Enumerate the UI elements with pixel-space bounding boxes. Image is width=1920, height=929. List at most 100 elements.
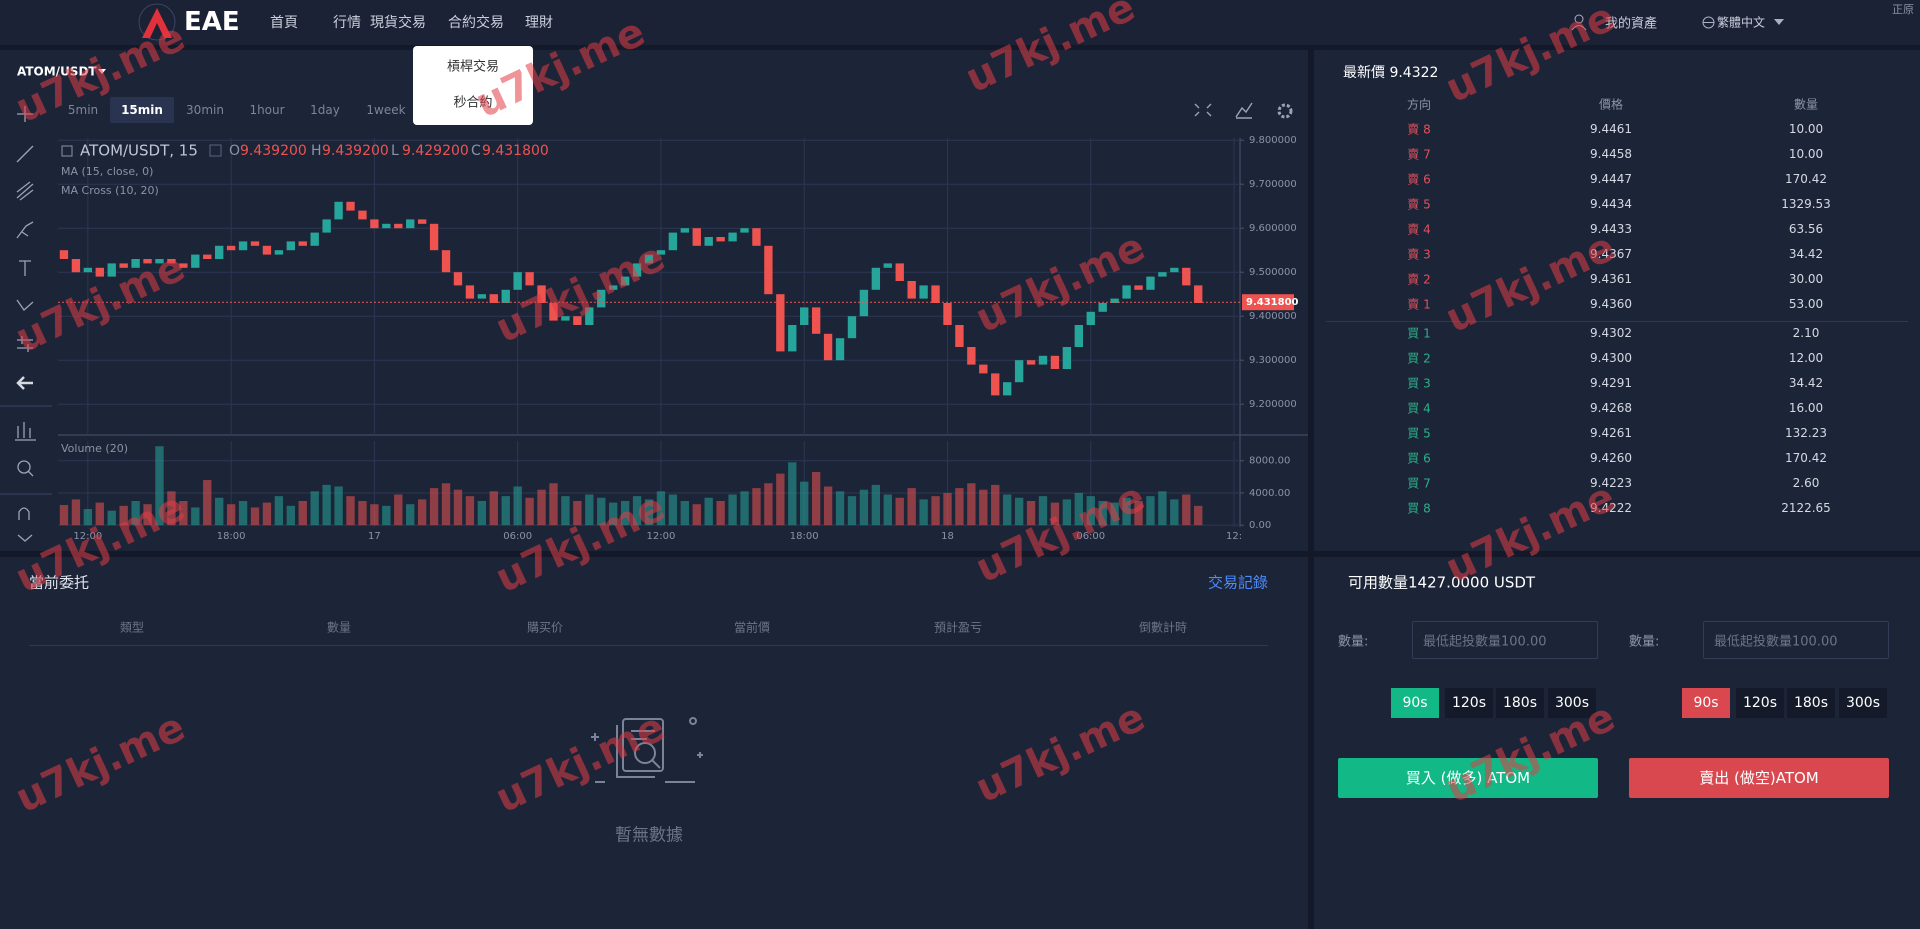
duration-button[interactable]: 120s	[1445, 688, 1493, 718]
input-placeholder: 最低起投數量100.00	[1714, 634, 1838, 650]
candle	[895, 263, 904, 281]
volume-bar	[322, 484, 331, 526]
duration-button[interactable]: 300s	[1548, 688, 1596, 718]
book-cell: 賣 6	[1407, 172, 1431, 187]
tool-more[interactable]	[17, 534, 33, 542]
orders-column: 倒數計時	[1138, 620, 1188, 635]
nav-item[interactable]: 理財	[525, 15, 553, 31]
history-link[interactable]: 交易記錄	[1207, 573, 1268, 592]
duration-button[interactable]: 90s	[1682, 688, 1730, 718]
symbol-select[interactable]: ATOM/USDT	[17, 65, 97, 79]
volume-bar	[358, 500, 367, 526]
collapse-box[interactable]	[61, 145, 73, 157]
book-cell: 9.4458	[1590, 147, 1632, 161]
book-cell: 170.42	[1785, 172, 1827, 186]
volume-bar	[250, 507, 260, 526]
assets-link[interactable]: 我的資產	[1605, 16, 1658, 32]
settings-icon[interactable]	[1277, 103, 1293, 119]
volume-bar	[71, 499, 81, 526]
x-tick-label: 06:00	[1076, 531, 1105, 542]
legend-settings[interactable]	[209, 144, 222, 157]
timeframe-tab[interactable]: 1hour	[249, 103, 285, 117]
volume-bar	[561, 496, 570, 526]
duration-button[interactable]: 300s	[1839, 688, 1887, 718]
volume-bar	[131, 500, 140, 526]
duration-button[interactable]: 180s	[1496, 688, 1544, 718]
ohlc-value: 9.431800	[482, 143, 549, 159]
book-cell: 9.4361	[1590, 272, 1632, 286]
duration-button[interactable]: 90s	[1391, 688, 1439, 718]
y-tick-label: 9.300000	[1249, 355, 1297, 366]
tool-pattern[interactable]	[16, 299, 34, 311]
candle	[286, 241, 295, 251]
nav-item[interactable]: 合約交易	[448, 15, 504, 31]
indicator-icon[interactable]	[1235, 102, 1253, 119]
header-line	[29, 645, 1268, 646]
duration-button[interactable]: 180s	[1787, 688, 1835, 718]
tool-line[interactable]	[16, 145, 34, 163]
timeframe-tab[interactable]: 5min	[67, 103, 99, 117]
timeframe-tab[interactable]: 1week	[366, 103, 406, 117]
nav-item[interactable]: 首頁	[270, 15, 298, 31]
logo-text[interactable]: EAE	[184, 7, 240, 37]
candle	[382, 223, 391, 229]
volume-bar	[119, 505, 128, 526]
volume-bar	[370, 504, 379, 526]
quantity-input[interactable]: 最低起投數量100.00	[1703, 621, 1889, 659]
user-icon[interactable]	[1570, 13, 1588, 31]
volume-bar	[191, 507, 200, 526]
fullscreen-icon[interactable]	[1194, 103, 1212, 117]
tool-magnet[interactable]	[18, 507, 30, 520]
candle	[191, 254, 200, 268]
y-tick-label: 9.700000	[1249, 179, 1297, 190]
volume-bar	[1038, 496, 1048, 526]
caret	[1774, 19, 1784, 25]
volume-bar	[1098, 500, 1107, 526]
nav-item[interactable]: 現貨交易	[370, 15, 426, 31]
volume-bar	[632, 496, 642, 526]
candle	[573, 316, 582, 325]
sell-button[interactable]: 賣出 (做空)ATOM	[1629, 758, 1889, 798]
volume-bar	[525, 497, 534, 526]
x-tick-label: 18:00	[790, 531, 819, 542]
tool-crosshair[interactable]	[17, 106, 33, 122]
orders-column: 數量	[326, 620, 352, 635]
chart-panel	[0, 50, 1308, 551]
candle	[752, 228, 761, 246]
candle	[489, 294, 498, 303]
volume-bar	[1134, 500, 1143, 526]
timeframe-tab[interactable]: 30min	[186, 103, 224, 117]
last-price-tag	[1242, 294, 1294, 311]
timeframe-tab[interactable]: 15min	[110, 97, 174, 123]
volume-bar	[716, 500, 725, 526]
timeframe-tab[interactable]: 1day	[310, 103, 340, 117]
candle	[1014, 360, 1024, 383]
tool-indicators[interactable]	[15, 422, 36, 441]
tool-zoom[interactable]	[17, 460, 31, 474]
book-header: 數量	[1793, 97, 1819, 112]
duration-button[interactable]: 120s	[1736, 688, 1784, 718]
indicator-label: MA Cross (10, 20)	[61, 184, 159, 197]
language-select[interactable]: 繁體中文	[1717, 15, 1766, 30]
dropdown-item[interactable]: 秒合約	[453, 95, 493, 111]
volume-bar	[1170, 499, 1179, 526]
dropdown-item[interactable]: 槓桿交易	[446, 59, 500, 75]
candle	[823, 333, 833, 361]
tool-measure[interactable]	[17, 336, 33, 352]
book-cell: 買 2	[1407, 351, 1431, 366]
tool-fib[interactable]	[16, 181, 34, 201]
tool-back[interactable]	[16, 376, 33, 390]
quantity-input[interactable]: 最低起投數量100.00	[1412, 621, 1598, 659]
x-tick-label: 12:	[1226, 531, 1242, 542]
book-cell: 53.00	[1788, 297, 1824, 311]
candle	[334, 201, 343, 220]
book-cell: 170.42	[1785, 451, 1827, 465]
candle	[501, 289, 510, 303]
tool-text[interactable]	[19, 260, 31, 276]
candle	[632, 263, 642, 277]
volume-bar	[835, 491, 845, 526]
buy-button[interactable]: 買入 (做多) ATOM	[1338, 758, 1598, 798]
tool-brush[interactable]	[16, 221, 34, 239]
nav-item[interactable]: 行情	[333, 15, 361, 31]
